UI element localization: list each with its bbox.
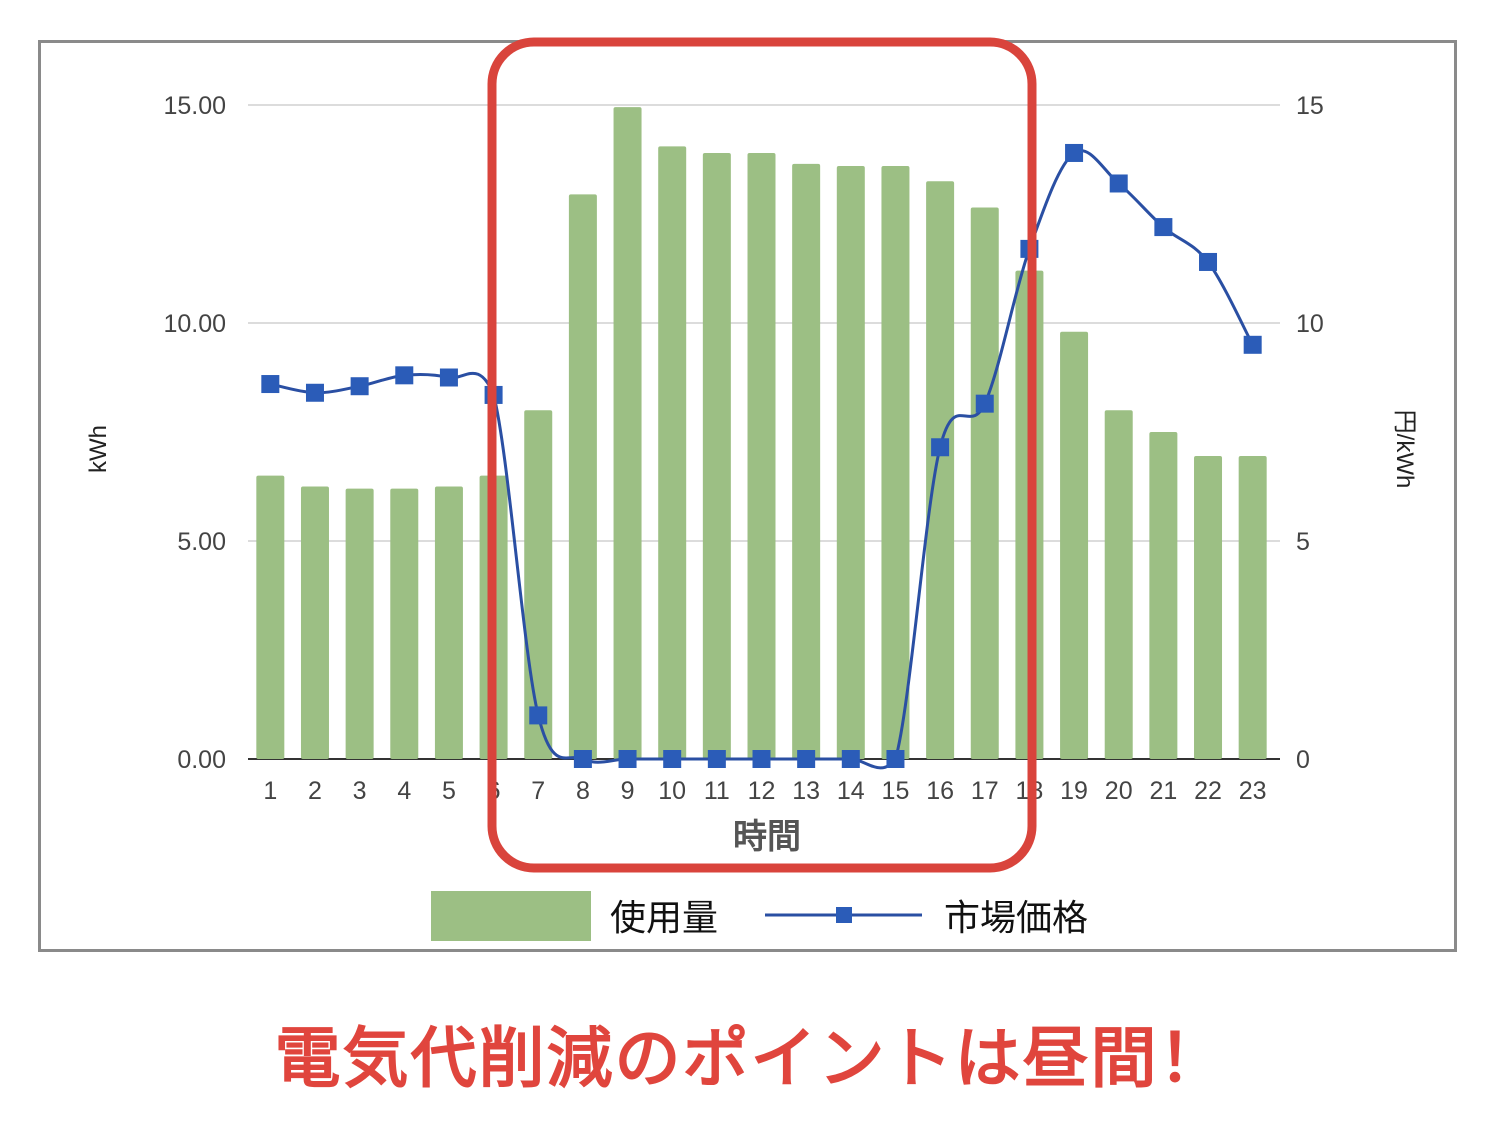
y-tick-left: 0.00: [177, 746, 226, 774]
x-tick: 14: [837, 777, 865, 805]
price-marker: [1154, 218, 1173, 237]
x-tick: 16: [926, 777, 954, 805]
x-tick: 22: [1194, 777, 1222, 805]
x-tick: 5: [442, 777, 456, 805]
y-tick-left: 5.00: [177, 528, 226, 556]
x-tick: 17: [971, 777, 999, 805]
bar-usage: [434, 486, 463, 759]
y-axis-right-title: 円/kWh: [1391, 410, 1418, 489]
legend-swatch-usage: [431, 891, 591, 941]
y-tick-left: 15.00: [163, 92, 226, 120]
x-axis-ticks: 1 2 3 4 5 6 7 8 9 10 11 12 13 14 15 16 17 18 19 20 21 22 23: [263, 777, 1266, 805]
x-tick: 9: [621, 777, 635, 805]
y-axis-left-title: kWh: [85, 425, 112, 473]
y-tick-right: 5: [1296, 528, 1310, 556]
bar-usage: [702, 152, 731, 759]
x-tick: 10: [658, 777, 686, 805]
y-tick-right: 15: [1296, 92, 1324, 120]
price-marker: [573, 750, 592, 768]
price-marker: [931, 438, 950, 457]
x-tick: 2: [308, 777, 322, 805]
price-marker: [707, 750, 726, 768]
bar-usage: [970, 207, 999, 759]
price-marker: [529, 706, 548, 725]
price-marker: [618, 750, 637, 768]
x-tick: 4: [397, 777, 411, 805]
bar-usage: [300, 486, 329, 759]
legend-label-price: 市場価格: [944, 898, 1088, 939]
price-marker: [797, 750, 816, 768]
bar-usage: [1194, 455, 1223, 759]
bar-usage: [1238, 455, 1267, 759]
y-axis-right-ticks: 0 5 10 15: [1296, 92, 1324, 774]
price-marker: [975, 394, 994, 413]
bar-usage: [568, 194, 597, 759]
x-tick: 7: [531, 777, 545, 805]
bar-usage: [345, 488, 374, 759]
price-marker: [1065, 143, 1084, 162]
highlight-box: [487, 37, 1037, 873]
legend-label-usage: 使用量: [610, 898, 718, 939]
price-marker: [752, 750, 771, 768]
x-tick: 13: [792, 777, 820, 805]
bar-usage: [926, 181, 955, 760]
bar-usage: [881, 166, 910, 760]
bar-usage: [1104, 410, 1133, 759]
price-marker: [886, 750, 905, 768]
y-tick-left: 10.00: [163, 310, 226, 338]
legend: 使用量 市場価格: [431, 891, 1088, 941]
x-tick: 19: [1060, 777, 1088, 805]
x-tick: 11: [704, 777, 730, 805]
bar-usage: [256, 475, 285, 759]
price-marker: [350, 377, 369, 396]
bar-usage: [836, 166, 865, 760]
y-tick-right: 0: [1296, 746, 1310, 774]
bars-usage: [256, 107, 1267, 760]
x-tick: 21: [1149, 777, 1177, 805]
x-tick: 12: [748, 777, 776, 805]
bar-usage: [747, 152, 776, 759]
price-marker: [663, 750, 682, 768]
price-marker: [261, 375, 280, 394]
x-tick: 20: [1105, 777, 1133, 805]
price-marker: [439, 368, 458, 387]
price-marker: [1109, 174, 1128, 193]
legend-marker-price: [836, 907, 852, 923]
bar-usage: [792, 163, 821, 760]
x-tick: 8: [576, 777, 590, 805]
price-marker: [1243, 335, 1262, 354]
y-axis-left-ticks: 0.00 5.00 10.00 15.00: [163, 92, 226, 774]
bar-usage: [613, 107, 642, 760]
price-marker: [1199, 252, 1218, 271]
price-marker: [395, 366, 414, 385]
x-tick: 23: [1239, 777, 1267, 805]
caption: 電気代削減のポイントは昼間！: [274, 1020, 1227, 1097]
price-marker: [841, 750, 860, 768]
bar-usage: [1060, 331, 1089, 759]
bar-usage: [390, 488, 419, 759]
price-marker: [305, 383, 324, 402]
x-tick: 15: [882, 777, 910, 805]
bar-usage: [658, 146, 687, 760]
x-tick: 3: [353, 777, 367, 805]
bar-usage: [1149, 432, 1178, 759]
x-axis-title: 時間: [733, 817, 801, 857]
x-tick: 1: [263, 777, 277, 805]
y-tick-right: 10: [1296, 310, 1324, 338]
